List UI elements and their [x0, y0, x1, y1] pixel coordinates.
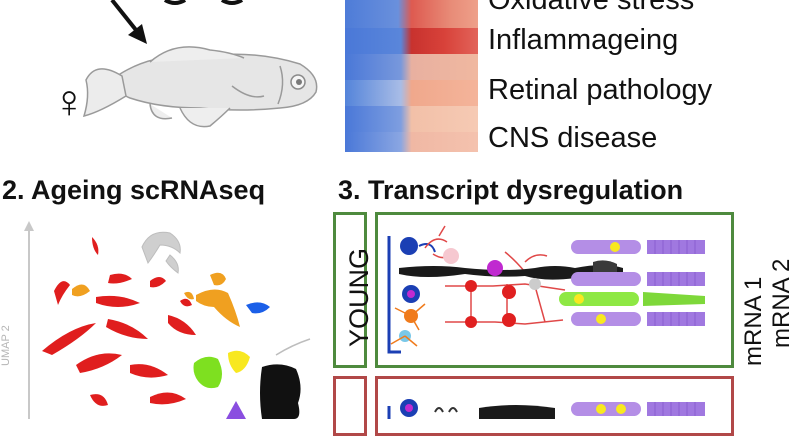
cluster-green	[193, 356, 222, 389]
cluster-black	[260, 364, 301, 419]
young-dendrites	[390, 303, 426, 347]
young-label-box	[333, 212, 367, 368]
old-label-box	[333, 376, 367, 436]
young-rod-green	[559, 292, 705, 306]
umap-plot	[24, 221, 311, 419]
cluster-purple	[226, 401, 246, 419]
young-red-cell	[465, 280, 477, 292]
heatmap-term-retinal-pathology: Retinal pathology	[488, 74, 713, 106]
heatmap-row	[345, 106, 478, 132]
cluster-blue	[246, 302, 270, 314]
young-grey-cell	[529, 278, 541, 290]
young-label: YOUNG	[344, 247, 374, 347]
young-cones-purple	[571, 240, 705, 326]
heatmap-row	[345, 80, 478, 106]
retina-cells-illustration	[387, 225, 705, 419]
young-cells-box	[375, 212, 734, 368]
cropped-text-fragment	[163, 0, 187, 5]
killifish-icon	[82, 46, 318, 128]
female-symbol: ♀	[52, 75, 87, 127]
young-muller-glia	[399, 265, 623, 280]
heatmap-term-inflammageing: Inflammageing	[488, 24, 679, 56]
young-magenta-nucleus	[487, 260, 503, 276]
young-red-cell	[502, 313, 516, 327]
panel-2-title: 2. Ageing scRNAseq	[2, 175, 266, 205]
heatmap-term-oxidative-stress: Oxidative stress	[488, 0, 695, 16]
cluster-strand	[275, 338, 311, 356]
old-cells	[387, 399, 705, 419]
arrow-line	[110, 0, 142, 37]
mrna-2-label: mRNA 2	[768, 258, 795, 348]
heatmap-row	[345, 54, 478, 80]
heatmap-row	[345, 132, 478, 152]
cluster-orange	[72, 272, 240, 327]
heatmap	[345, 0, 478, 152]
young-pink-cell	[443, 248, 459, 264]
arrow-head-icon	[128, 24, 147, 44]
panel-3-title: 3. Transcript dysregulation	[338, 175, 684, 205]
cluster-red	[42, 237, 196, 406]
umap-axis-label: UMAP 2	[0, 325, 12, 366]
heatmap-row	[345, 28, 478, 54]
mrna-1-label: mRNA 1	[740, 276, 767, 366]
heatmap-term-cns-disease: CNS disease	[488, 122, 658, 154]
young-red-cell	[465, 316, 477, 328]
young-blue-neurons	[387, 236, 436, 354]
fish-panel	[82, 0, 318, 128]
young-red-cell	[502, 285, 516, 299]
cluster-yellow	[228, 350, 250, 373]
cropped-text-fragment-2	[220, 0, 244, 5]
heatmap-row	[345, 0, 478, 28]
cone-stripes	[654, 240, 696, 326]
umap-axis-arrow-icon	[24, 221, 34, 231]
cluster-grey	[141, 231, 181, 274]
